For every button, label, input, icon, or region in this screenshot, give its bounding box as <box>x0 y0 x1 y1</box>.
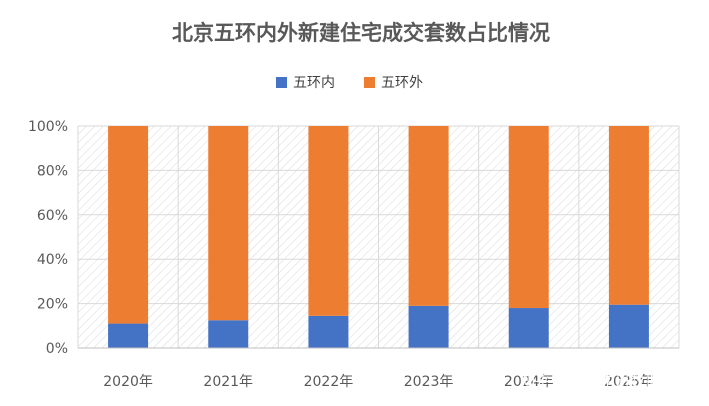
chart-title: 北京五环内外新建住宅成交套数占比情况 <box>172 21 550 45</box>
legend-label-outer: 五环外 <box>381 75 423 91</box>
gridlines <box>77 125 680 349</box>
x-tick-label: 2020年 <box>103 374 153 390</box>
y-tick-label: 0% <box>46 341 68 357</box>
bar-outer-2024年 <box>508 126 549 309</box>
x-tick-label: 2025年 <box>604 374 654 390</box>
bar-inner-2024年 <box>508 308 549 348</box>
bar-inner-2021年 <box>208 320 249 348</box>
bar-outer-2020年 <box>108 126 149 324</box>
bar-inner-2020年 <box>108 323 149 348</box>
x-tick-label: 2022年 <box>304 374 354 390</box>
bar-outer-2023年 <box>408 126 449 306</box>
y-tick-label: 20% <box>37 297 68 313</box>
bar-inner-2022年 <box>308 315 349 348</box>
bar-outer-2022年 <box>308 126 349 316</box>
bar-outer-2021年 <box>208 126 249 321</box>
legend: 五环内 五环外 <box>276 75 423 91</box>
bar-inner-2025年 <box>608 304 649 348</box>
y-axis: 0% 20% 40% 60% 80% 100% <box>28 119 68 357</box>
x-axis: 2020年 2021年 2022年 2023年 2024年 2025年 <box>78 347 679 390</box>
legend-swatch-inner <box>276 77 287 88</box>
y-tick-label: 60% <box>37 208 68 224</box>
y-tick-label: 40% <box>37 252 68 268</box>
y-tick-label: 80% <box>37 163 68 179</box>
bar-inner-2023年 <box>408 305 449 348</box>
legend-label-inner: 五环内 <box>293 75 335 91</box>
x-tick-label: 2024年 <box>504 374 554 390</box>
bars <box>108 126 649 348</box>
y-tick-label: 100% <box>28 119 68 135</box>
x-tick-label: 2023年 <box>404 374 454 390</box>
watermark: 知乎 @北京中研数据分析 <box>520 372 690 390</box>
x-tick-label: 2021年 <box>203 374 253 390</box>
legend-swatch-outer <box>364 77 375 88</box>
bar-outer-2025年 <box>608 126 649 305</box>
